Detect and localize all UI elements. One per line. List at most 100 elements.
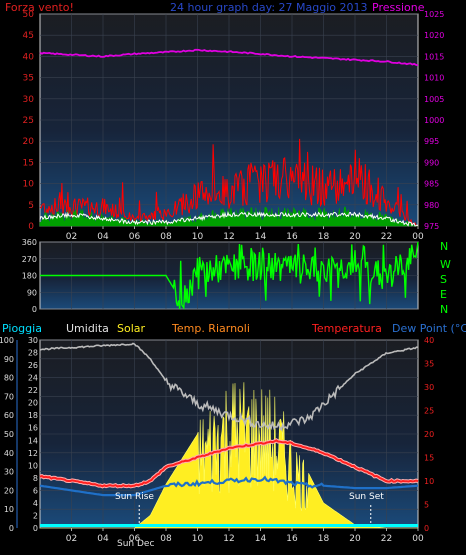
x-tick-label: 02 <box>66 534 77 544</box>
solar-tick-label: 2 <box>33 511 38 520</box>
x-tick-label: 20 <box>349 534 361 544</box>
y-left-tick-label: 45 <box>23 31 34 41</box>
x-tick-label: 18 <box>318 232 330 242</box>
humidity-tick-label: 30 <box>4 468 14 477</box>
temp-tick-label: 25 <box>424 407 434 416</box>
x-tick-label: 16 <box>286 534 298 544</box>
dir-y-tick-label: 360 <box>22 238 37 247</box>
solar-tick-label: 8 <box>33 474 38 483</box>
dir-y-tick-label: 180 <box>22 272 37 281</box>
humidity-tick-label: 70 <box>4 392 14 401</box>
y-left-tick-label: 40 <box>23 52 35 62</box>
x-tick-label: 10 <box>192 534 204 544</box>
y-right-tick-label: 1025 <box>424 10 444 19</box>
y-right-tick-label: 995 <box>424 137 439 146</box>
dewpoint-series <box>39 475 419 497</box>
y-right-tick-label: 975 <box>424 222 439 231</box>
legend-rain: Pioggia <box>2 322 42 335</box>
annotation-x-overlap: Sun Dec <box>117 539 154 549</box>
x-tick-label: 06 <box>129 232 141 242</box>
x-tick-label: 00 <box>412 534 424 544</box>
rain-series <box>40 524 418 527</box>
x-tick-label: 12 <box>223 534 234 544</box>
temp-tick-label: 35 <box>424 360 434 369</box>
legend-indoor: Temp. Riarnoli <box>171 322 250 335</box>
temp-tick-label: 5 <box>424 501 429 510</box>
header-right: Pressione <box>372 1 425 14</box>
x-tick-label: 08 <box>160 534 172 544</box>
y-right-tick-label: 1000 <box>424 116 444 125</box>
legend-dewpoint: Dew Point (°C) <box>392 322 466 335</box>
dir-label-s: S <box>440 273 447 286</box>
y-right-tick-label: 1015 <box>424 52 444 61</box>
header-left: Forza vento! <box>5 1 74 14</box>
wind-avg-line <box>39 211 419 227</box>
solar-tick-label: 28 <box>28 349 38 358</box>
temp-tick-label: 15 <box>424 454 434 463</box>
y-left-tick-label: 20 <box>23 137 35 147</box>
temp-tick-label: 0 <box>424 524 429 533</box>
legend-humidity: Umidita <box>66 322 109 335</box>
x-tick-label: 04 <box>97 534 109 544</box>
humidity-tick-label: 10 <box>4 505 14 514</box>
solar-tick-label: 24 <box>28 374 38 383</box>
legend-temperature: Temperatura <box>311 322 382 335</box>
y-left-tick-label: 35 <box>23 74 34 84</box>
legend-solar: Solar <box>117 322 146 335</box>
wind-gust-series <box>39 138 419 227</box>
y-left-tick-label: 15 <box>23 158 34 168</box>
y-left-tick-label: 30 <box>23 95 35 105</box>
wind-dir-series <box>40 241 419 310</box>
x-tick-label: 12 <box>223 232 234 242</box>
x-tick-label: 20 <box>349 232 361 242</box>
x-tick-label: 22 <box>381 232 392 242</box>
humidity-tick-label: 50 <box>4 430 14 439</box>
solar-tick-label: 16 <box>28 424 38 433</box>
humidity-tick-label: 20 <box>4 486 14 495</box>
humidity-tick-label: 60 <box>4 411 14 420</box>
x-tick-label: 22 <box>381 534 392 544</box>
temp-tick-label: 10 <box>424 477 434 486</box>
temp-tick-label: 30 <box>424 383 434 392</box>
y-left-tick-label: 25 <box>23 116 34 126</box>
x-tick-label: 18 <box>318 534 330 544</box>
dir-y-tick-label: 90 <box>27 288 37 297</box>
dir-y-tick-label: 0 <box>32 305 37 314</box>
y-right-tick-label: 1020 <box>424 31 444 40</box>
dir-label-n-top: N <box>440 240 448 253</box>
dir-label-w: W <box>440 258 451 271</box>
y-right-tick-label: 990 <box>424 158 439 167</box>
y-right-tick-label: 980 <box>424 201 439 210</box>
solar-tick-label: 4 <box>33 499 38 508</box>
humidity-tick-label: 40 <box>4 449 14 458</box>
x-tick-label: 06 <box>129 534 141 544</box>
solar-tick-label: 12 <box>28 449 38 458</box>
dir-y-tick-label: 270 <box>22 255 37 264</box>
y-left-tick-label: 5 <box>28 201 34 211</box>
humidity-series <box>39 342 418 432</box>
dir-label-n-bottom: N <box>440 303 448 316</box>
solar-tick-label: 30 <box>28 336 38 345</box>
solar-tick-label: 6 <box>33 486 38 495</box>
humidity-tick-label: 100 <box>0 336 14 345</box>
temp-tick-label: 40 <box>424 336 434 345</box>
solar-tick-label: 20 <box>28 399 38 408</box>
y-right-tick-label: 1010 <box>424 74 444 83</box>
y-right-tick-label: 985 <box>424 180 439 189</box>
temperature-series <box>39 439 419 488</box>
pressure-series <box>39 48 419 67</box>
temp-tick-label: 20 <box>424 430 434 439</box>
humidity-tick-label: 90 <box>4 355 14 364</box>
y-right-tick-label: 1005 <box>424 95 444 104</box>
x-tick-label: 08 <box>160 232 172 242</box>
x-tick-label: 14 <box>255 534 267 544</box>
x-tick-label: 02 <box>66 232 77 242</box>
solar-tick-label: 22 <box>28 386 38 395</box>
header-center: 24 hour graph day: 27 Maggio 2013 <box>170 1 367 14</box>
solar-tick-label: 14 <box>28 436 38 445</box>
y-left-tick-label: 10 <box>23 180 35 190</box>
dir-label-e: E <box>440 288 447 301</box>
humidity-tick-label: 80 <box>4 374 14 383</box>
